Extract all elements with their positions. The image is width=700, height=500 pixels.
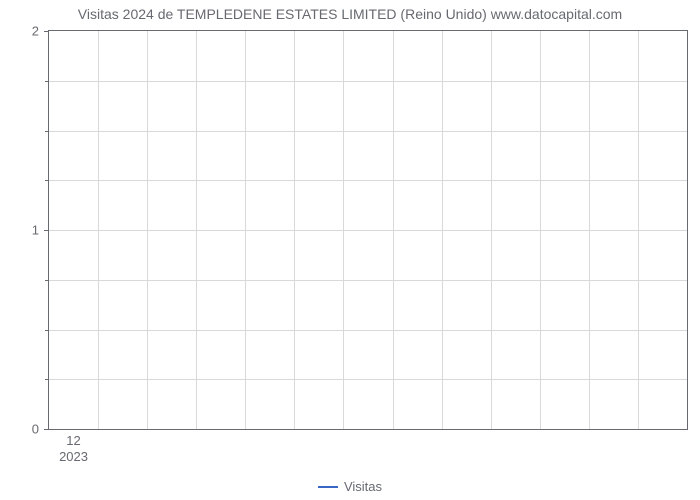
grid-h-minor	[49, 330, 687, 331]
y-tick-mark	[44, 31, 49, 32]
grid-h-major	[49, 230, 687, 231]
y-minor-tick-mark	[45, 280, 49, 281]
legend-series-line	[318, 486, 338, 488]
legend-series-label: Visitas	[344, 479, 382, 494]
y-minor-tick-mark	[45, 131, 49, 132]
grid-v	[442, 31, 443, 429]
chart-container: Visitas 2024 de TEMPLEDENE ESTATES LIMIT…	[0, 0, 700, 500]
grid-v	[294, 31, 295, 429]
grid-h-minor	[49, 131, 687, 132]
y-tick-mark	[44, 230, 49, 231]
grid-v	[540, 31, 541, 429]
grid-v	[147, 31, 148, 429]
grid-h-minor	[49, 280, 687, 281]
grid-v	[638, 31, 639, 429]
legend: Visitas	[0, 479, 700, 494]
grid-h-minor	[49, 379, 687, 380]
grid-v	[196, 31, 197, 429]
grid-v	[393, 31, 394, 429]
y-minor-tick-mark	[45, 81, 49, 82]
chart-title: Visitas 2024 de TEMPLEDENE ESTATES LIMIT…	[0, 6, 700, 22]
x-tick-year: 2023	[59, 429, 88, 464]
y-minor-tick-mark	[45, 180, 49, 181]
grid-v	[98, 31, 99, 429]
grid-h-minor	[49, 180, 687, 181]
plot-area: 012122023	[48, 30, 688, 430]
grid-v	[491, 31, 492, 429]
y-tick-mark	[44, 429, 49, 430]
y-minor-tick-mark	[45, 379, 49, 380]
y-minor-tick-mark	[45, 330, 49, 331]
grid-h-minor	[49, 81, 687, 82]
grid-v	[245, 31, 246, 429]
grid-v	[343, 31, 344, 429]
grid-v	[589, 31, 590, 429]
